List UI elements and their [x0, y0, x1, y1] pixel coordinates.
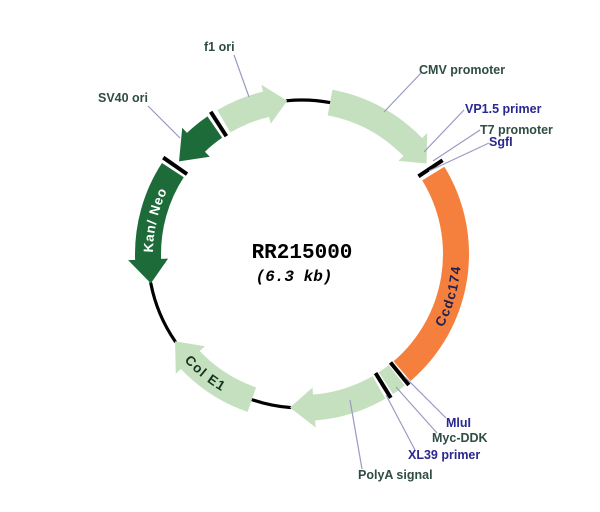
backbone-arc	[149, 281, 177, 343]
leader-sv40-ori	[147, 105, 181, 139]
label-xl39-primer: XL39 primer	[408, 448, 480, 462]
xl39-site	[373, 372, 393, 399]
feature-cmv-promoter	[327, 89, 428, 164]
plasmid-name: RR215000	[252, 242, 353, 265]
sgfi-site	[417, 158, 444, 178]
leader-polya-signal	[349, 399, 363, 470]
feature-polya-signal	[289, 376, 386, 428]
sv40-f1-junction	[209, 110, 229, 138]
leader-xl39-primer	[385, 394, 416, 451]
label-polya-signal: PolyA signal	[358, 468, 433, 482]
leader-vp15-primer	[423, 109, 465, 153]
label-cmv-promoter: CMV promoter	[419, 63, 505, 77]
feature-ccdc174-orf	[393, 166, 470, 381]
plasmid-size: (6.3 kb)	[256, 268, 333, 286]
label-f1-ori: f1 ori	[204, 40, 235, 54]
label-myc-ddk: Myc-DDK	[432, 431, 488, 445]
label-t7-promoter: T7 promoter	[480, 123, 553, 137]
label-mlui: MluI	[446, 416, 471, 430]
leader-t7-promoter	[432, 129, 481, 162]
leader-myc-ddk	[395, 386, 438, 434]
backbone-arc	[250, 398, 292, 410]
label-sv40-ori: SV40 ori	[98, 91, 148, 105]
leader-lines	[147, 54, 490, 470]
leader-sgfi	[428, 142, 490, 172]
label-vp15-primer: VP1.5 primer	[465, 102, 542, 116]
leader-f1-ori	[233, 54, 250, 98]
feature-labels: f1 ori SV40 ori CMV promoter VP1.5 prime…	[98, 40, 553, 482]
feature-sv40-ori	[179, 116, 223, 162]
mlui-site	[388, 361, 411, 387]
feature-col-e1	[175, 341, 257, 412]
leader-cmv-promoter	[383, 72, 422, 113]
leader-mlui	[404, 376, 447, 419]
label-sgfi: SgfI	[489, 135, 513, 149]
feature-f1-ori	[217, 84, 288, 133]
backbone-arc	[285, 98, 332, 105]
kan-sv40-junction	[162, 155, 189, 176]
feature-myc-ddk-tag	[378, 365, 405, 395]
feature-kan-neo	[128, 163, 184, 284]
